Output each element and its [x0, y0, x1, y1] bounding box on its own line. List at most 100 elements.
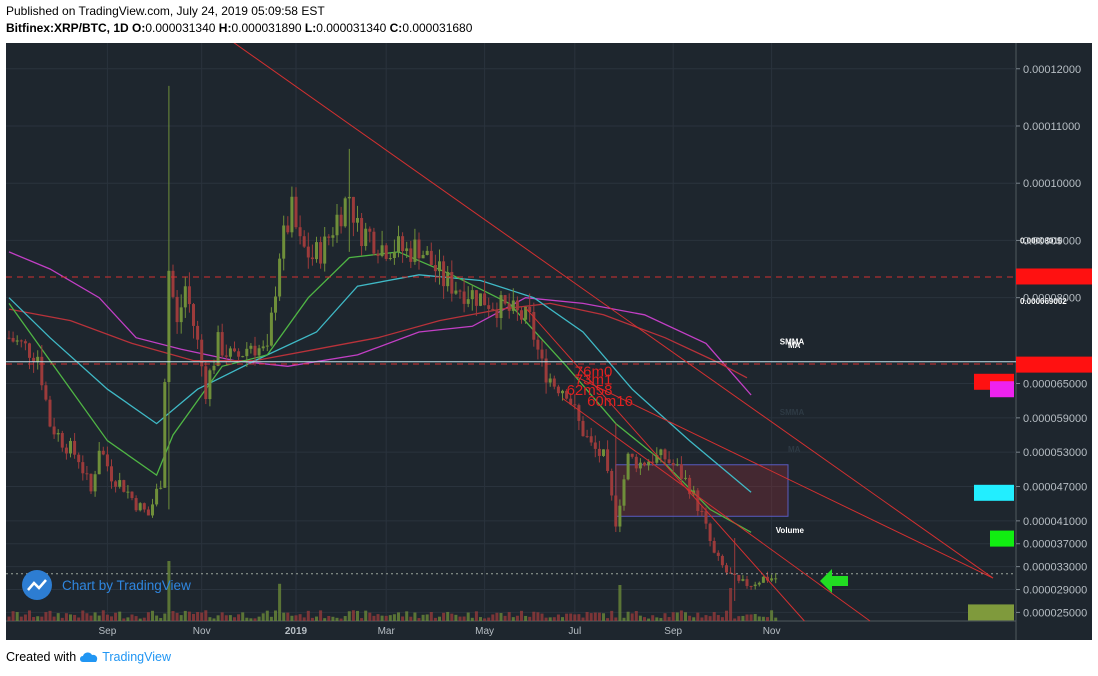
volume-bar — [630, 613, 634, 621]
volume-bar — [151, 610, 154, 621]
volume-bar — [85, 613, 89, 621]
volume-bar — [249, 618, 253, 621]
indicator-label: SMMA — [780, 408, 805, 417]
candle-body — [155, 488, 159, 505]
volume-bar — [470, 617, 474, 621]
indicator-label: MA — [788, 341, 801, 350]
volume-bar — [606, 618, 610, 621]
candle-body — [761, 576, 765, 583]
low-label: L: — [304, 21, 317, 35]
open-value: 0.000031340 — [145, 21, 216, 35]
candle-body — [577, 405, 581, 421]
volume-bar — [716, 615, 720, 621]
candle-body — [110, 466, 113, 482]
candle-body — [548, 378, 552, 383]
candle-body — [81, 462, 85, 474]
volume-bar — [741, 615, 745, 621]
candle-body — [573, 404, 577, 406]
candle-body — [438, 261, 441, 272]
trendline — [574, 375, 994, 579]
candle-body — [684, 477, 687, 479]
candle-body — [602, 449, 605, 456]
volume-bar — [647, 618, 651, 621]
candle-body — [204, 366, 208, 400]
volume-bar — [159, 618, 163, 621]
volume-bar — [81, 610, 85, 621]
volume-bar — [171, 611, 175, 621]
volume-bar — [97, 615, 101, 621]
volume-bar — [433, 617, 437, 621]
volume-bar — [479, 617, 482, 621]
moving-average-line — [8, 274, 752, 493]
candle-body — [265, 345, 269, 347]
side-color-marker — [974, 484, 1014, 501]
price-chart[interactable]: 76m073m162m5860m16SMMAMASMMAMAVolume0.00… — [6, 43, 1092, 640]
candle-body — [462, 291, 466, 304]
high-label: H: — [218, 21, 232, 35]
candle-body — [733, 573, 737, 575]
close-label: C: — [389, 21, 403, 35]
y-tick-label: 0.000047000 — [1023, 482, 1087, 494]
volume-bar — [593, 612, 597, 621]
volume-bar — [278, 583, 282, 621]
candle-body — [257, 348, 261, 356]
candle-body — [306, 246, 310, 258]
moving-average-line — [8, 251, 752, 533]
volume-bar — [450, 613, 454, 621]
candle-body — [442, 261, 446, 287]
candle-body — [470, 290, 474, 300]
indicator-label: MA — [788, 445, 801, 454]
candle-body — [360, 217, 364, 247]
volume-bar — [376, 614, 380, 621]
candle-body — [187, 286, 191, 305]
volume-bar — [733, 618, 737, 621]
candle-body — [770, 578, 774, 581]
candle-body — [290, 196, 294, 233]
volume-bar — [19, 616, 23, 621]
volume-bar — [302, 617, 306, 621]
volume-bar — [552, 617, 556, 621]
candle-body — [397, 236, 400, 252]
candle-body — [737, 574, 741, 581]
candle-body — [659, 449, 663, 456]
volume-bar — [700, 617, 704, 621]
volume-bar — [56, 613, 60, 621]
candle-body — [294, 196, 298, 228]
candle-body — [52, 426, 56, 435]
volume-bar — [536, 612, 540, 621]
candle-body — [532, 311, 536, 340]
volume-bar — [142, 617, 146, 621]
candle-body — [339, 214, 343, 227]
volume-bar — [368, 612, 372, 621]
candle-body — [298, 227, 302, 237]
moving-average-line — [8, 251, 752, 396]
candle-body — [233, 348, 236, 352]
candle-body — [372, 231, 376, 254]
volume-bar — [524, 615, 528, 621]
annotation-label: 62m58 — [567, 382, 613, 399]
volume-bar — [622, 617, 626, 621]
candle-body — [384, 245, 388, 259]
volume-bar — [233, 617, 236, 621]
footer-brand-link[interactable]: TradingView — [79, 650, 171, 664]
candle-body — [474, 290, 478, 306]
candle-body — [749, 585, 753, 587]
candle-body — [425, 250, 429, 255]
volume-bar — [667, 617, 671, 621]
volume-bar — [589, 613, 593, 621]
volume-bar — [466, 612, 470, 621]
candle-body — [159, 487, 163, 489]
y-tick-label: 0.000033000 — [1023, 562, 1087, 574]
volume-bar — [577, 614, 581, 621]
candle-body — [228, 348, 232, 357]
volume-bar — [220, 612, 224, 621]
volume-bar — [73, 614, 77, 621]
volume-bar — [282, 612, 286, 621]
volume-bar — [294, 615, 298, 621]
candle-body — [446, 271, 450, 287]
candle-body — [483, 293, 487, 306]
y-tick-label: 0.000041000 — [1023, 516, 1087, 528]
volume-bar — [405, 611, 409, 621]
candle-body — [64, 447, 68, 454]
volume-bar — [499, 613, 503, 621]
